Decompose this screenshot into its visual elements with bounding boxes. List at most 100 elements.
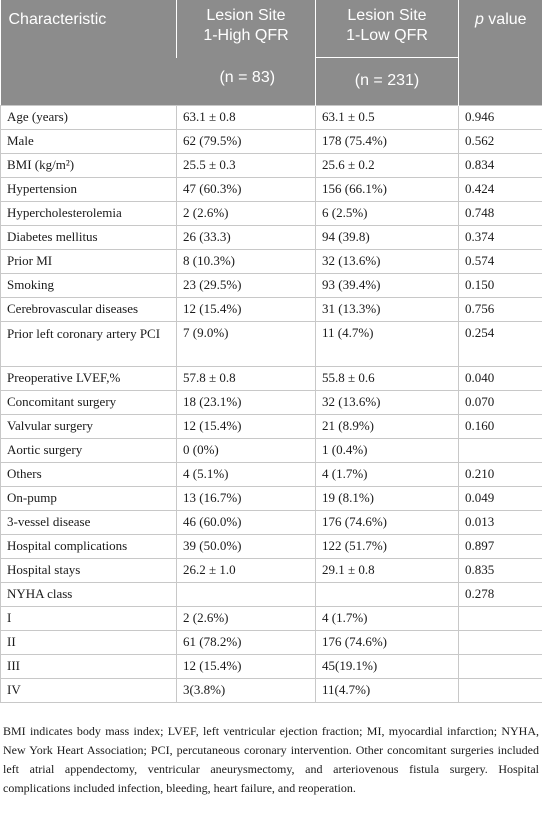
low-qfr-value: 25.6 ± 0.2 [315, 152, 459, 178]
row-label: I [0, 605, 177, 631]
table-row: Others 4 (5.1%) 4 (1.7%) 0.210 [0, 461, 542, 487]
header-low-qfr-line1: Lesion Site [347, 7, 427, 24]
high-qfr-value: 26 (33.3) [176, 224, 316, 250]
header-characteristic: Characteristic [0, 0, 177, 105]
header-p-value: p value [458, 0, 542, 105]
footnote-text: BMI indicates body mass index; LVEF, lef… [3, 724, 539, 795]
table-body: Age (years) 63.1 ± 0.8 63.1 ± 0.5 0.946 Male… [0, 104, 542, 703]
header-high-qfr-line1: Lesion Site [206, 7, 286, 24]
header-n-low: (n = 231) [315, 57, 459, 105]
table-row: III 12 (15.4%) 45(19.1%) [0, 653, 542, 679]
p-value [458, 653, 542, 679]
table-row: Prior MI 8 (10.3%) 32 (13.6%) 0.574 [0, 248, 542, 274]
low-qfr-value: 21 (8.9%) [315, 413, 459, 439]
row-label: Valvular surgery [0, 413, 177, 439]
high-qfr-value: 7 (9.0%) [176, 320, 316, 367]
p-value: 0.834 [458, 152, 542, 178]
low-qfr-value: 29.1 ± 0.8 [315, 557, 459, 583]
table-row: NYHA class 0.278 [0, 581, 542, 607]
p-value: 0.756 [458, 296, 542, 322]
row-label: Cerebrovascular diseases [0, 296, 177, 322]
p-value: 0.424 [458, 176, 542, 202]
low-qfr-value: 176 (74.6%) [315, 509, 459, 535]
table-row: Valvular surgery 12 (15.4%) 21 (8.9%) 0.160 [0, 413, 542, 439]
header-high-qfr: Lesion Site 1-High QFR [176, 0, 316, 58]
table-row: Hospital stays 26.2 ± 1.0 29.1 ± 0.8 0.835 [0, 557, 542, 583]
low-qfr-value: 32 (13.6%) [315, 248, 459, 274]
p-value: 0.049 [458, 485, 542, 511]
high-qfr-value: 57.8 ± 0.8 [176, 365, 316, 391]
p-value [458, 605, 542, 631]
high-qfr-value: 47 (60.3%) [176, 176, 316, 202]
p-value: 0.070 [458, 389, 542, 415]
p-value: 0.897 [458, 533, 542, 559]
row-label: Male [0, 128, 177, 154]
low-qfr-value: 55.8 ± 0.6 [315, 365, 459, 391]
low-qfr-value: 45(19.1%) [315, 653, 459, 679]
high-qfr-value: 46 (60.0%) [176, 509, 316, 535]
high-qfr-value: 39 (50.0%) [176, 533, 316, 559]
high-qfr-value: 26.2 ± 1.0 [176, 557, 316, 583]
p-value: 0.040 [458, 365, 542, 391]
high-qfr-value: 4 (5.1%) [176, 461, 316, 487]
p-value: 0.835 [458, 557, 542, 583]
high-qfr-value: 2 (2.6%) [176, 605, 316, 631]
high-qfr-value: 63.1 ± 0.8 [176, 104, 316, 130]
row-label: BMI (kg/m²) [0, 152, 177, 178]
p-value: 0.562 [458, 128, 542, 154]
high-qfr-value: 13 (16.7%) [176, 485, 316, 511]
p-value: 0.374 [458, 224, 542, 250]
table-footnote: BMI indicates body mass index; LVEF, lef… [0, 722, 542, 798]
table-row: On-pump 13 (16.7%) 19 (8.1%) 0.049 [0, 485, 542, 511]
table-row: II 61 (78.2%) 176 (74.6%) [0, 629, 542, 655]
high-qfr-value: 8 (10.3%) [176, 248, 316, 274]
row-label: 3-vessel disease [0, 509, 177, 535]
high-qfr-value: 62 (79.5%) [176, 128, 316, 154]
table-row: Cerebrovascular diseases 12 (15.4%) 31 (13… [0, 296, 542, 322]
header-low-qfr-line2: 1-Low QFR [346, 27, 428, 44]
row-label: Diabetes mellitus [0, 224, 177, 250]
p-value: 0.210 [458, 461, 542, 487]
table-row: Preoperative LVEF,% 57.8 ± 0.8 55.8 ± 0.6 0… [0, 365, 542, 391]
low-qfr-value: 6 (2.5%) [315, 200, 459, 226]
p-value [458, 437, 542, 463]
high-qfr-value: 3(3.8%) [176, 677, 316, 703]
row-label: Hypercholesterolemia [0, 200, 177, 226]
p-value [458, 677, 542, 703]
table-row: 3-vessel disease 46 (60.0%) 176 (74.6%) 0.0… [0, 509, 542, 535]
low-qfr-value: 156 (66.1%) [315, 176, 459, 202]
high-qfr-value: 18 (23.1%) [176, 389, 316, 415]
high-qfr-value: 12 (15.4%) [176, 413, 316, 439]
low-qfr-value: 11 (4.7%) [315, 320, 459, 367]
characteristics-table: Characteristic Lesion Site 1-High QFR Le… [0, 0, 542, 703]
table-row: BMI (kg/m²) 25.5 ± 0.3 25.6 ± 0.2 0.834 [0, 152, 542, 178]
p-value: 0.946 [458, 104, 542, 130]
table-row: Concomitant surgery 18 (23.1%) 32 (13.6%) 0… [0, 389, 542, 415]
row-label: Concomitant surgery [0, 389, 177, 415]
row-label: Hypertension [0, 176, 177, 202]
table-row: Hypertension 47 (60.3%) 156 (66.1%) 0.424 [0, 176, 542, 202]
table-row: Male 62 (79.5%) 178 (75.4%) 0.562 [0, 128, 542, 154]
p-value [458, 629, 542, 655]
table-row: Age (years) 63.1 ± 0.8 63.1 ± 0.5 0.946 [0, 104, 542, 130]
high-qfr-value: 12 (15.4%) [176, 653, 316, 679]
high-qfr-value: 23 (29.5%) [176, 272, 316, 298]
row-label: Prior MI [0, 248, 177, 274]
low-qfr-value: 93 (39.4%) [315, 272, 459, 298]
header-p-italic: p [474, 11, 484, 28]
header-low-qfr: Lesion Site 1-Low QFR [315, 0, 459, 58]
high-qfr-value: 2 (2.6%) [176, 200, 316, 226]
low-qfr-value: 4 (1.7%) [315, 605, 459, 631]
row-label: Hospital stays [0, 557, 177, 583]
table-row: Aortic surgery 0 (0%) 1 (0.4%) [0, 437, 542, 463]
row-label: Smoking [0, 272, 177, 298]
row-label: NYHA class [0, 581, 177, 607]
low-qfr-value: 176 (74.6%) [315, 629, 459, 655]
high-qfr-value: 0 (0%) [176, 437, 316, 463]
low-qfr-value: 122 (51.7%) [315, 533, 459, 559]
table-row: IV 3(3.8%) 11(4.7%) [0, 677, 542, 703]
low-qfr-value [315, 581, 459, 607]
low-qfr-value: 32 (13.6%) [315, 389, 459, 415]
high-qfr-value [176, 581, 316, 607]
